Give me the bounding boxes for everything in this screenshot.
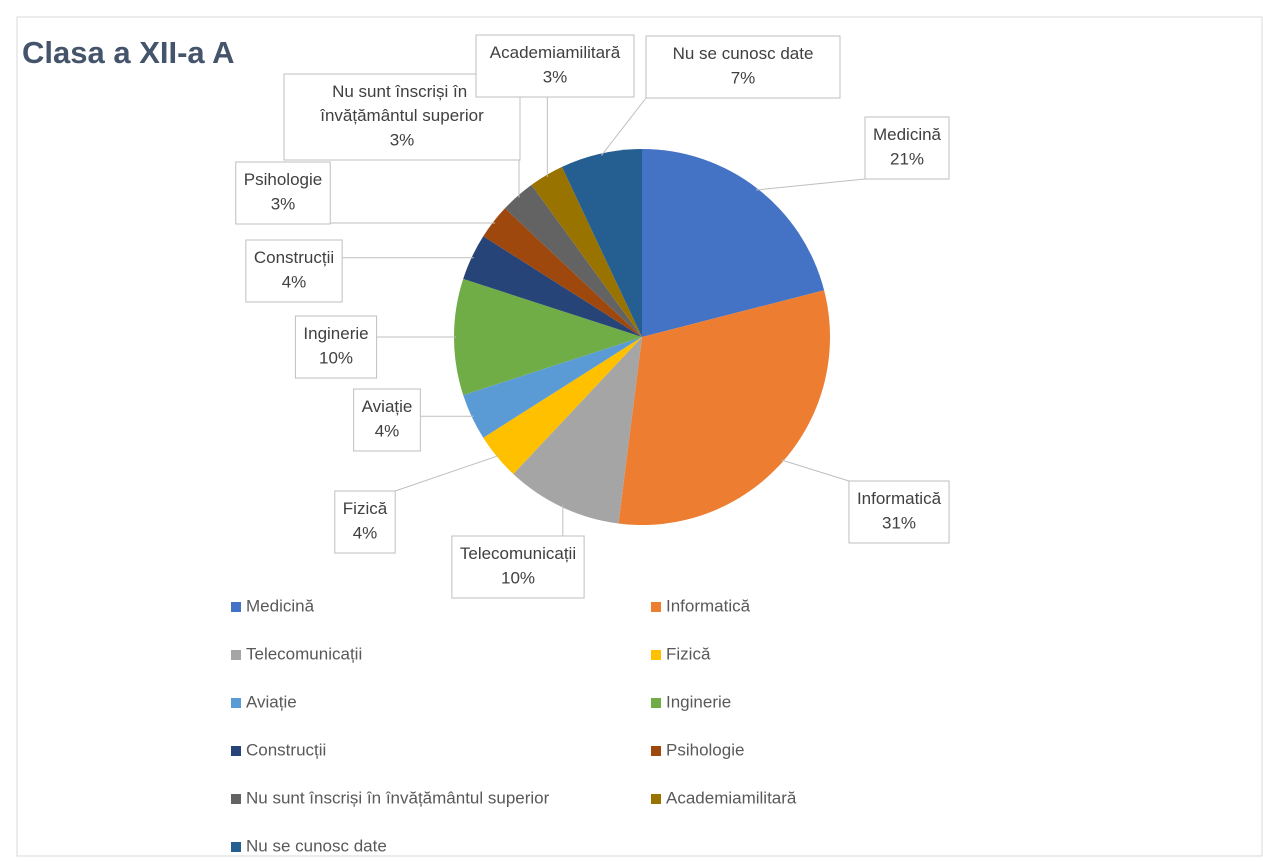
label-value: 10% xyxy=(319,348,353,367)
data-label: Fizică 4% xyxy=(334,490,396,554)
data-label: Informatică 31% xyxy=(848,480,950,544)
label-name: Psihologie xyxy=(244,170,322,189)
leader-line xyxy=(755,178,866,191)
pie-slice xyxy=(642,149,825,337)
label-box xyxy=(353,388,421,452)
data-label: Aviație 4% xyxy=(353,388,421,452)
data-label: Nu se cunosc date 7% xyxy=(645,35,841,99)
label-box xyxy=(864,116,950,180)
label-line: Construcții xyxy=(254,248,334,267)
legend-label: Telecomunicații xyxy=(246,644,362,663)
label-value: 4% xyxy=(353,523,378,542)
pie-slice xyxy=(504,184,642,337)
label-line: Aviație xyxy=(362,397,413,416)
label-name: Nu se cunosc date xyxy=(673,44,814,63)
label-value: 31% xyxy=(882,513,916,532)
legend-swatch xyxy=(231,698,241,708)
data-label: Inginerie 10% xyxy=(294,315,378,379)
legend-label: Medicină xyxy=(246,596,315,615)
data-label: Psihologie 3% xyxy=(235,161,331,225)
legend-label: Nu se cunosc date xyxy=(246,836,387,855)
label-name: Aviație xyxy=(362,397,413,416)
chart-title: Clasa a XII-a A xyxy=(22,35,235,70)
pie-slice xyxy=(531,166,642,337)
label-line: Fizică xyxy=(343,499,388,518)
label-line: Informatică xyxy=(857,489,942,508)
legend-swatch xyxy=(231,842,241,852)
legend-swatch xyxy=(231,746,241,756)
label-box xyxy=(848,480,950,544)
leader-line xyxy=(395,455,499,492)
legend-label: Inginerie xyxy=(666,692,731,711)
legend-label: Academiamilitară xyxy=(666,788,797,807)
label-name: Nu sunt înscriși în învățământul superio… xyxy=(319,82,484,125)
label-line: învățământul superior xyxy=(319,106,484,125)
legend-label: Nu sunt înscriși în învățământul superio… xyxy=(246,788,550,807)
data-label: Medicină 21% xyxy=(864,116,950,180)
legend-label: Aviație xyxy=(246,692,297,711)
label-value: 4% xyxy=(282,272,307,291)
label-name: Telecomunicații xyxy=(460,544,576,563)
pie-slice xyxy=(463,236,642,337)
label-value: 3% xyxy=(543,67,568,86)
label-line: Psihologie xyxy=(244,170,322,189)
label-name: Informatică xyxy=(857,489,942,508)
label-name: Academiamilitară xyxy=(490,43,621,62)
pie-slice xyxy=(483,337,642,475)
legend-swatch xyxy=(231,602,241,612)
legend-swatch xyxy=(651,602,661,612)
label-line: Medicină xyxy=(873,125,942,144)
pie-slice xyxy=(454,278,642,396)
label-box xyxy=(294,315,378,379)
label-name: Medicină xyxy=(873,125,942,144)
label-box xyxy=(645,35,841,99)
label-box xyxy=(334,490,396,554)
data-label: Construcții 4% xyxy=(245,239,343,303)
label-box xyxy=(475,34,635,98)
legend-label: Psihologie xyxy=(666,740,744,759)
label-box xyxy=(451,535,585,599)
data-label: Academiamilitară 3% xyxy=(475,34,635,98)
label-box xyxy=(245,239,343,303)
legend-swatch xyxy=(231,794,241,804)
label-line: Nu sunt înscriși în xyxy=(332,82,472,101)
pie-slice xyxy=(483,208,642,337)
label-name: Inginerie xyxy=(303,324,368,343)
pie-slice xyxy=(561,149,642,337)
legend-swatch xyxy=(651,650,661,660)
legend-label: Fizică xyxy=(666,644,711,663)
legend-swatch xyxy=(231,650,241,660)
leader-lines xyxy=(330,97,866,536)
label-value: 3% xyxy=(271,194,296,213)
label-line: Academiamilitară xyxy=(490,43,621,62)
legend-swatch xyxy=(651,698,661,708)
data-label: Telecomunicații 10% xyxy=(451,535,585,599)
label-line: Inginerie xyxy=(303,324,368,343)
leader-line xyxy=(601,97,647,156)
label-value: 10% xyxy=(501,568,535,587)
label-value: 21% xyxy=(890,149,924,168)
label-name: Construcții xyxy=(254,248,334,267)
pie-slice xyxy=(513,337,642,524)
leader-line xyxy=(781,459,850,482)
pie-slice xyxy=(618,290,830,525)
legend-swatch xyxy=(651,746,661,756)
pie-slice xyxy=(463,337,642,438)
label-value: 4% xyxy=(375,421,400,440)
legend-swatch xyxy=(651,794,661,804)
label-name: Fizică xyxy=(343,499,388,518)
label-line: Telecomunicații xyxy=(460,544,576,563)
legend-label: Construcții xyxy=(246,740,326,759)
label-value: 3% xyxy=(390,130,415,149)
legend-label: Informatică xyxy=(666,596,751,615)
label-box xyxy=(235,161,331,225)
label-value: 7% xyxy=(731,68,756,87)
label-line: Nu se cunosc date xyxy=(673,44,814,63)
